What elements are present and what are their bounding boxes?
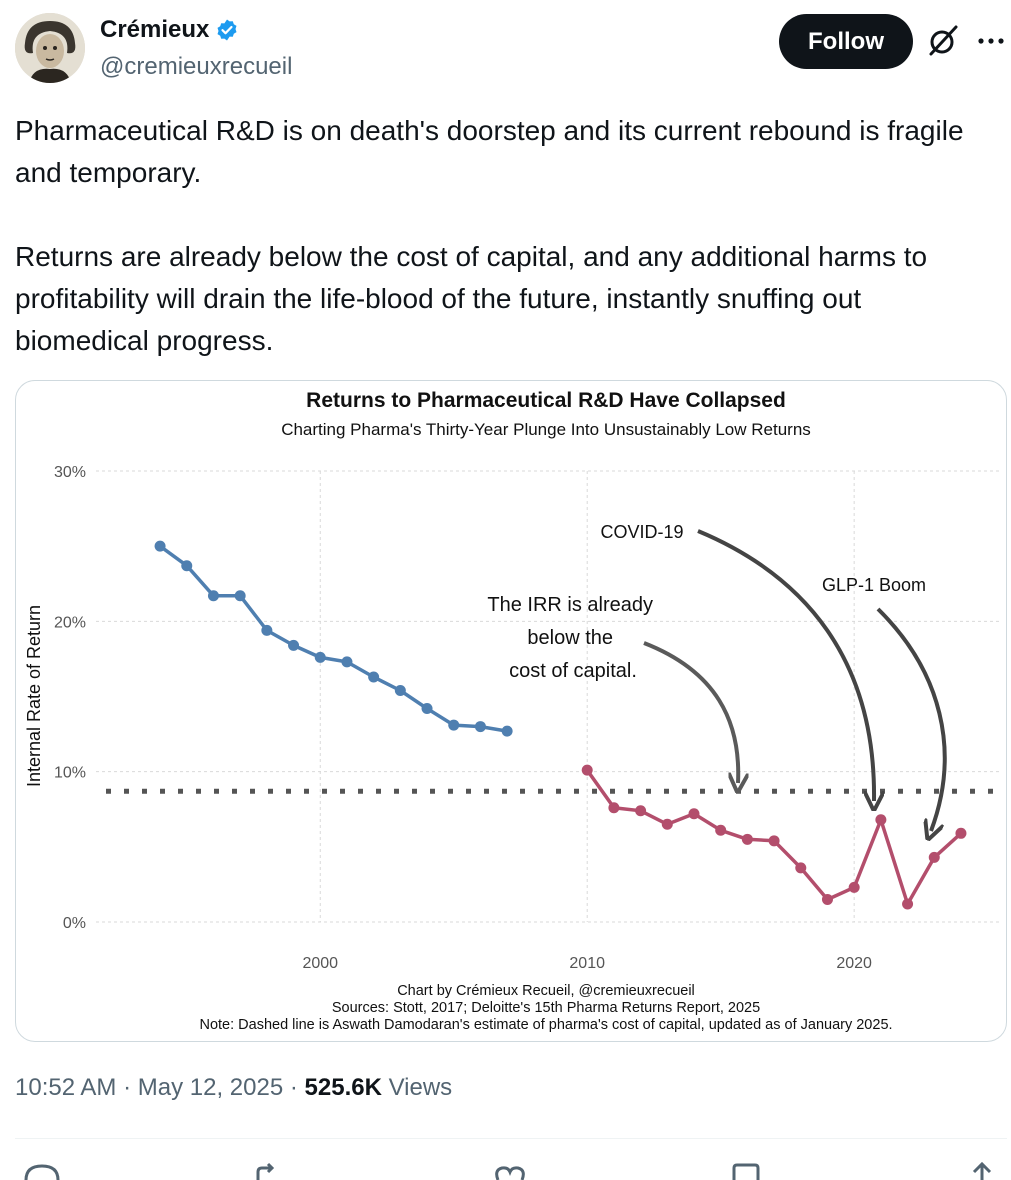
tweet-time[interactable]: 10:52 AM	[15, 1074, 117, 1101]
data-point	[635, 805, 647, 817]
tweet-date[interactable]: May 12, 2025	[137, 1074, 284, 1101]
tweet-text: Pharmaceutical R&D is on death's doorste…	[15, 110, 995, 404]
data-point	[688, 808, 700, 820]
data-point	[234, 590, 246, 602]
avatar[interactable]	[15, 13, 85, 83]
y-tick-label: 20%	[54, 614, 86, 631]
series-line-1	[159, 544, 508, 733]
data-point	[261, 624, 273, 636]
annotation-glp1: GLP-1 Boom	[822, 575, 926, 595]
like-icon[interactable]	[490, 1160, 530, 1180]
data-point	[928, 851, 940, 863]
data-point	[821, 893, 833, 905]
data-point	[661, 818, 673, 830]
data-point	[955, 827, 967, 839]
views-label: Views	[388, 1074, 453, 1101]
author-name-row[interactable]: Crémieux	[100, 16, 239, 44]
avatar-portrait	[15, 13, 85, 83]
bookmark-icon[interactable]	[726, 1160, 766, 1180]
annotation-covid: COVID-19	[600, 522, 683, 542]
share-icon[interactable]	[962, 1160, 1002, 1180]
annotation-arrow	[697, 529, 874, 801]
views-count: 525.6K	[304, 1074, 382, 1101]
data-point	[581, 764, 593, 776]
chart: 0% 10% 20% 30% 2000 2010 2020 The IRR is alrea…	[24, 389, 1001, 1033]
grok-icon[interactable]	[926, 24, 960, 58]
data-point	[368, 671, 380, 683]
author-handle[interactable]: @cremieuxrecueil	[100, 53, 293, 80]
data-point	[902, 898, 914, 910]
x-tick-label: 2000	[302, 955, 338, 972]
y-tick-label: 10%	[54, 765, 86, 782]
annotation-arrow	[876, 607, 947, 831]
y-tick-label: 0%	[63, 915, 86, 932]
data-point	[448, 719, 460, 731]
chart-caption: Chart by Crémieux Recueil, @cremieuxrecu…	[397, 983, 695, 999]
follow-button[interactable]: Follow	[779, 14, 913, 69]
data-point	[608, 802, 620, 814]
data-point	[715, 824, 727, 836]
data-point	[207, 590, 219, 602]
data-point	[341, 656, 353, 668]
divider	[15, 1138, 1007, 1139]
data-point	[421, 703, 433, 715]
meta-separator: ·	[123, 1074, 132, 1101]
data-point	[768, 835, 780, 847]
more-options-icon[interactable]	[975, 24, 1007, 58]
chart-caption: Note: Dashed line is Aswath Damodaran's …	[199, 1017, 892, 1033]
tweet-paragraph: Returns are already below the cost of ca…	[15, 241, 928, 356]
data-point	[181, 560, 193, 572]
chart-caption: Sources: Stott, 2017; Deloitte's 15th Ph…	[332, 1000, 760, 1016]
chart-title: Returns to Pharmaceutical R&D Have Colla…	[306, 389, 786, 412]
data-point	[848, 881, 860, 893]
data-point	[875, 814, 887, 826]
reply-icon[interactable]	[22, 1160, 62, 1180]
data-point	[394, 684, 406, 696]
retweet-icon[interactable]	[252, 1160, 292, 1180]
data-point	[154, 540, 166, 552]
chart-image-card[interactable]: 0% 10% 20% 30% 2000 2010 2020 The IRR is alrea…	[15, 380, 1007, 1042]
verified-badge-icon	[217, 19, 237, 41]
x-tick-label: 2020	[836, 955, 872, 972]
y-tick-label: 30%	[54, 464, 86, 481]
annotation-arrow	[643, 641, 738, 783]
data-point	[501, 725, 513, 737]
author-display-name[interactable]: Crémieux	[100, 16, 210, 43]
y-axis-label: Internal Rate of Return	[24, 605, 44, 787]
x-tick-label: 2010	[569, 955, 605, 972]
data-point	[314, 651, 326, 663]
chart-subtitle: Charting Pharma's Thirty-Year Plunge Int…	[281, 420, 811, 439]
data-point	[288, 639, 300, 651]
data-point	[741, 833, 753, 845]
data-point	[474, 721, 486, 733]
meta-separator: ·	[289, 1074, 298, 1101]
annotation-irr: The IRR is already below the cost of cap…	[487, 594, 658, 682]
tweet-paragraph: Pharmaceutical R&D is on death's doorste…	[15, 115, 964, 188]
data-point	[795, 862, 807, 874]
tweet-meta: 10:52 AM · May 12, 2025 · 525.6K Views	[15, 1074, 452, 1102]
